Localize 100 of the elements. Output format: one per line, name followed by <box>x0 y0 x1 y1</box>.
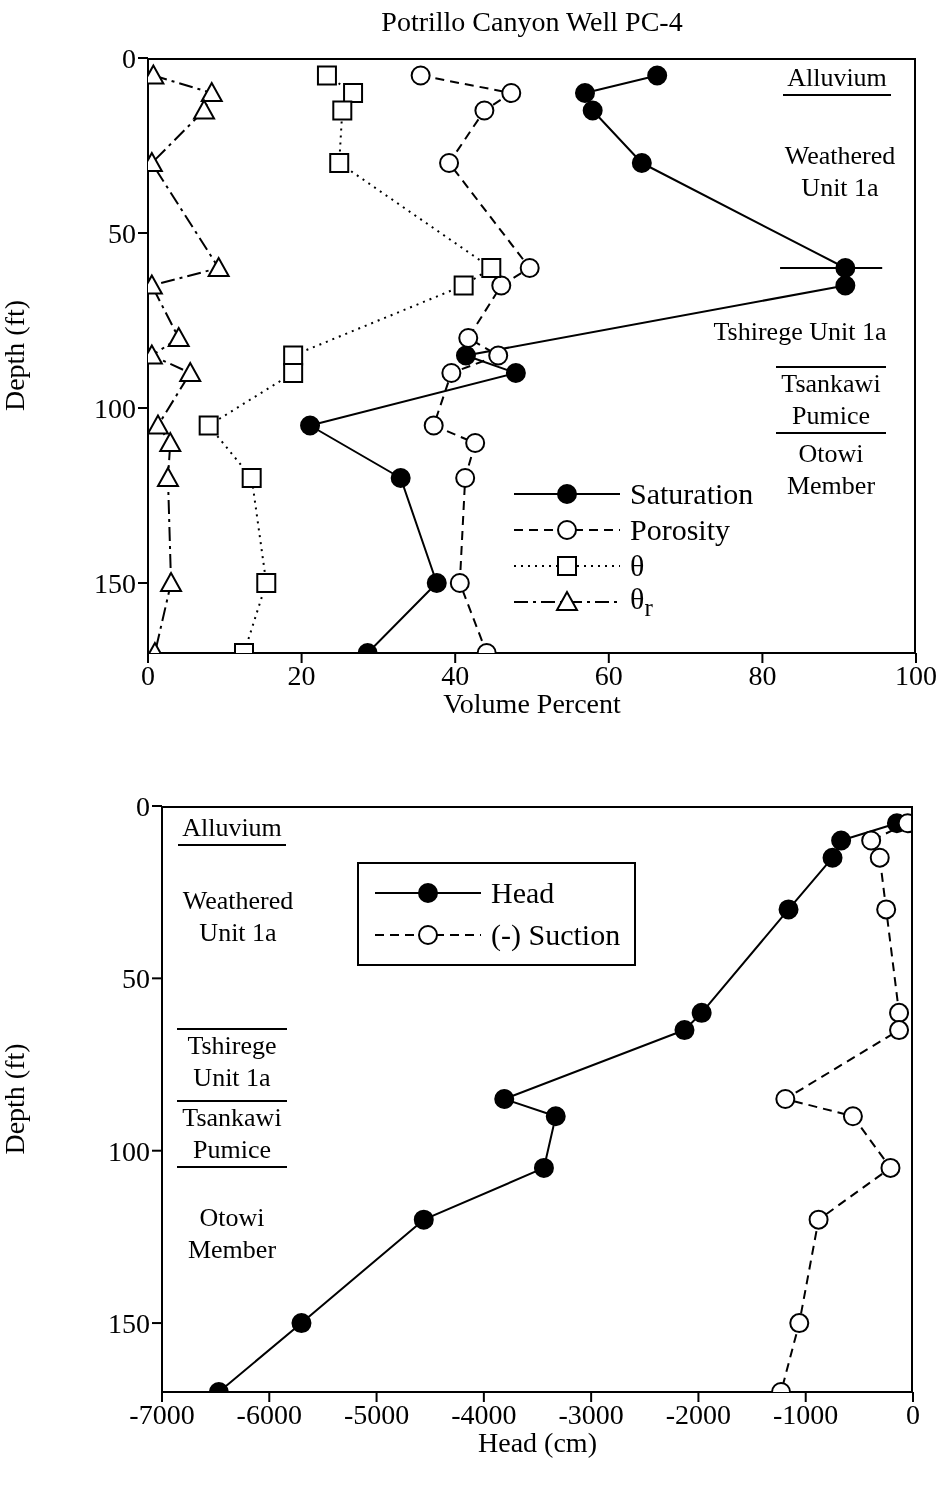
point <box>775 1089 796 1109</box>
point <box>160 572 183 592</box>
y-tick-label: 150 <box>94 567 136 599</box>
point <box>198 415 219 436</box>
point <box>831 830 852 851</box>
point <box>329 153 350 173</box>
legend-label: θ <box>630 549 645 583</box>
point <box>426 573 447 593</box>
chart-title: Potrillo Canyon Well PC-4 <box>380 6 684 38</box>
legend-label: Saturation <box>630 477 754 511</box>
point <box>256 573 277 593</box>
point <box>647 65 668 86</box>
point <box>413 1209 434 1230</box>
annotation: Alluvium <box>178 812 286 846</box>
annotation: Tsankawi Pumice <box>177 1100 287 1168</box>
point <box>200 82 223 102</box>
x-tick-label: 100 <box>895 659 937 691</box>
y-axis-title: Depth (ft) <box>0 299 30 412</box>
point <box>876 899 897 920</box>
x-tick-label: -1000 <box>773 1398 839 1430</box>
point <box>691 1002 712 1023</box>
point <box>481 258 502 278</box>
point <box>193 99 216 120</box>
annotation: Tshirege Unit 1a <box>177 1028 287 1094</box>
point <box>291 1313 312 1334</box>
legend-label: Head <box>491 876 555 910</box>
point <box>332 100 353 121</box>
point <box>156 467 179 487</box>
annotation: Otowi Member <box>186 1202 278 1266</box>
point <box>241 468 262 488</box>
y-tick-label: 0 <box>122 42 136 74</box>
annotation: Weathered Unit 1a <box>181 885 295 949</box>
point <box>674 1020 695 1041</box>
point <box>458 328 479 348</box>
point <box>501 83 522 103</box>
point <box>474 100 495 121</box>
x-tick-label: 80 <box>748 659 777 691</box>
point <box>545 1106 566 1127</box>
x-axis-title: Head (cm) <box>478 1427 597 1458</box>
y-tick-label: 100 <box>108 1135 150 1167</box>
point <box>167 327 190 347</box>
point <box>300 415 321 436</box>
point <box>207 257 230 277</box>
point <box>869 847 890 868</box>
x-axis-title: Volume Percent <box>443 688 621 719</box>
point <box>390 468 411 488</box>
x-tick-label: -4000 <box>451 1398 517 1430</box>
point <box>423 415 444 436</box>
annotation: Tsankawi Pumice <box>776 366 886 434</box>
legend-label: θ$_{r}$ <box>630 582 653 622</box>
x-tick-label: -5000 <box>343 1398 410 1430</box>
x-tick-label: -3000 <box>558 1398 624 1430</box>
point <box>410 65 431 86</box>
point <box>488 345 509 366</box>
point <box>835 275 856 296</box>
y-tick-label: 100 <box>94 392 136 424</box>
annotation: Weathered Unit 1a <box>783 140 897 204</box>
x-tick-label: 20 <box>287 659 316 691</box>
point <box>808 1209 829 1230</box>
point <box>343 83 364 103</box>
point <box>283 363 304 383</box>
point <box>842 1106 863 1127</box>
point <box>494 1089 515 1109</box>
point <box>148 414 169 435</box>
legend-label: (-) Suction <box>491 918 621 952</box>
point <box>441 363 462 383</box>
point <box>179 362 202 382</box>
point <box>778 899 799 920</box>
point <box>789 1313 810 1334</box>
point <box>316 65 337 86</box>
point <box>533 1157 554 1178</box>
point <box>519 258 540 278</box>
point <box>455 345 476 366</box>
y-tick-label: 0 <box>136 790 150 822</box>
point <box>453 275 474 296</box>
point <box>439 153 460 173</box>
point <box>491 275 512 296</box>
point <box>582 100 603 121</box>
point <box>505 363 526 383</box>
point <box>159 432 182 452</box>
x-tick-label: 60 <box>594 659 623 691</box>
point <box>835 258 856 278</box>
x-tick-label: -7000 <box>129 1398 195 1430</box>
point <box>455 468 476 488</box>
point <box>822 847 843 868</box>
x-tick-label: -6000 <box>236 1398 302 1430</box>
legend-label: Porosity <box>630 513 731 547</box>
point <box>465 433 486 453</box>
y-tick-label: 50 <box>108 217 136 249</box>
y-axis-title: Depth (ft) <box>0 1043 30 1155</box>
y-tick-label: 50 <box>122 963 150 995</box>
point <box>880 1157 901 1178</box>
x-tick-label: 40 <box>441 659 470 691</box>
point <box>861 830 882 851</box>
point <box>449 573 470 593</box>
x-tick-label: -2000 <box>665 1398 732 1430</box>
point <box>889 1020 910 1041</box>
point <box>631 153 652 173</box>
x-tick-label: 0 <box>906 1398 920 1430</box>
annotation: Otowi Member <box>785 438 877 502</box>
